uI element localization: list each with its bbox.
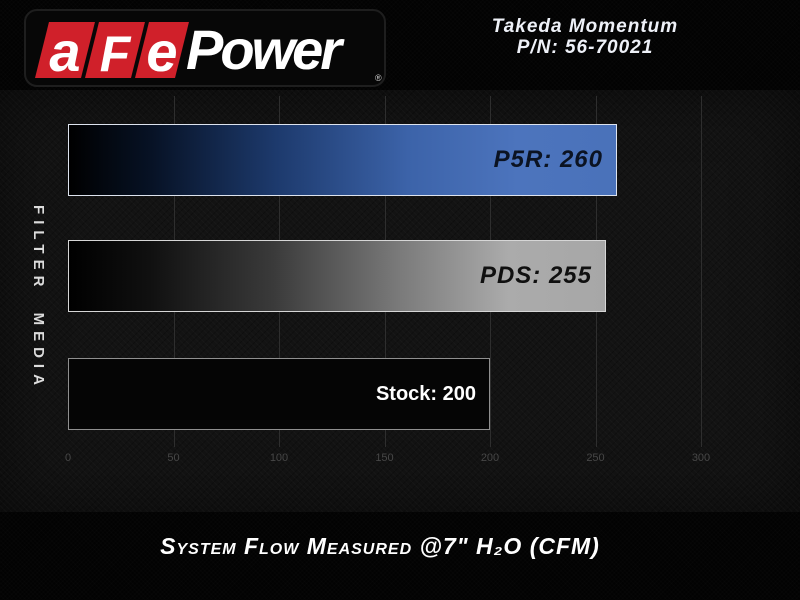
gridline-300 xyxy=(701,96,702,447)
x-tick-label-200: 200 xyxy=(480,452,500,464)
bar-label-stock: Stock: 200 xyxy=(375,382,476,405)
registered-trademark-symbol: ® xyxy=(375,73,382,83)
x-tick-label-50: 50 xyxy=(167,452,180,464)
product-part-number: P/N: 56-70021 xyxy=(516,37,654,58)
logo-letter-f: F xyxy=(99,25,131,82)
bar-label-pds: PDS: 255 xyxy=(479,262,592,289)
x-tick-label-100: 100 xyxy=(269,452,289,464)
logo-power-text: Power xyxy=(186,18,342,81)
logo-red-block: e xyxy=(135,19,189,83)
logo-letter-a: a xyxy=(49,19,81,83)
product-name: Takeda Momentum xyxy=(491,16,679,37)
afe-power-logo: a F e Power ® xyxy=(24,9,386,87)
x-tick-label-150: 150 xyxy=(375,452,394,464)
logo-letter-e: e xyxy=(146,19,178,83)
x-tick-label-0: 0 xyxy=(64,452,72,464)
bar-label-p5r: P5R: 260 xyxy=(493,146,603,173)
product-title: Takeda Momentum P/N: 56-70021 xyxy=(455,16,715,58)
bar-pds: PDS: 255 xyxy=(68,240,606,312)
x-tick-label-250: 250 xyxy=(586,452,605,464)
bar-stock: Stock: 200 xyxy=(68,358,490,430)
x-tick-label-300: 300 xyxy=(691,452,711,464)
y-axis-label: FILTER MEDIA xyxy=(30,205,47,391)
chart-caption: System Flow Measured @7" H₂O (CFM) xyxy=(160,533,600,559)
bar-p5r: P5R: 260 xyxy=(68,124,617,196)
